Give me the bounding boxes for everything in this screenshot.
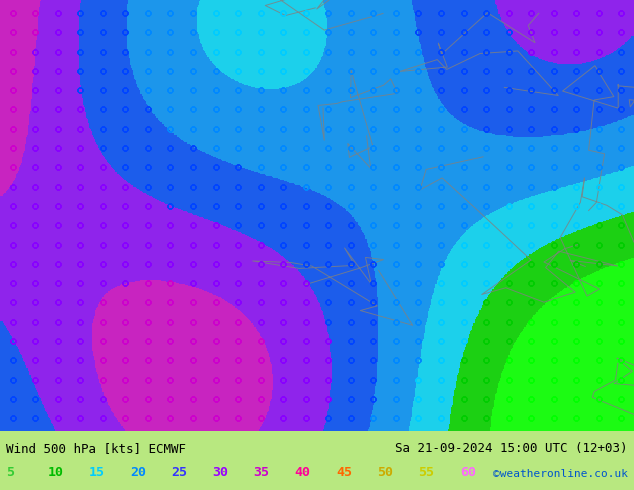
Text: 45: 45 — [336, 466, 352, 479]
Text: 10: 10 — [48, 466, 63, 479]
Text: 15: 15 — [89, 466, 105, 479]
Text: 20: 20 — [130, 466, 146, 479]
Text: 50: 50 — [377, 466, 393, 479]
Text: 35: 35 — [254, 466, 269, 479]
Text: Wind 500 hPa [kts] ECMWF: Wind 500 hPa [kts] ECMWF — [6, 442, 186, 455]
Text: 30: 30 — [212, 466, 228, 479]
Text: 55: 55 — [418, 466, 434, 479]
Text: Sa 21-09-2024 15:00 UTC (12+03): Sa 21-09-2024 15:00 UTC (12+03) — [395, 442, 628, 455]
Text: 25: 25 — [171, 466, 187, 479]
Text: ©weatheronline.co.uk: ©weatheronline.co.uk — [493, 469, 628, 479]
Text: 60: 60 — [460, 466, 476, 479]
Text: 40: 40 — [295, 466, 311, 479]
Text: 5: 5 — [6, 466, 15, 479]
